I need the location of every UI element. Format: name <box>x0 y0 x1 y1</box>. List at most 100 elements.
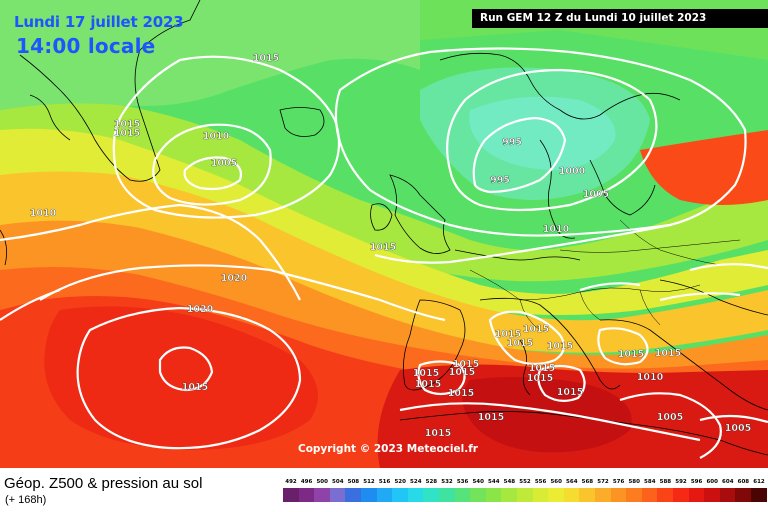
pressure-label: 1005 <box>657 412 683 423</box>
scale-label: 516 <box>378 479 391 485</box>
scale-label: 500 <box>316 479 328 485</box>
legend-forecast-hours: (+ 168h) <box>5 494 47 506</box>
pressure-label: 1015 <box>478 412 504 423</box>
pressure-label: 1015 <box>182 382 208 393</box>
scale-label: 548 <box>503 479 516 485</box>
color-scale: 492 496 500 504 508 512 516 520 524 528 532 536 540 5… <box>283 479 768 511</box>
pressure-label: 1015 <box>527 373 553 384</box>
field-band-yg <box>0 103 768 282</box>
scale-label: 604 <box>722 479 734 485</box>
scale-swatch <box>751 488 768 502</box>
forecast-date: Lundi 17 juillet 2023 <box>14 13 184 31</box>
scale-swatch <box>501 488 518 502</box>
scale-swatch <box>470 488 487 502</box>
pressure-label: 1020 <box>187 304 214 315</box>
scale-label: 564 <box>566 479 578 485</box>
scale-swatch <box>641 488 658 502</box>
scale-label: 588 <box>659 479 672 485</box>
pressure-label: 1015 <box>370 242 396 253</box>
pressure-label: 1010 <box>637 372 664 383</box>
scale-label: 608 <box>737 479 750 485</box>
pressure-label: 1015 <box>114 128 140 139</box>
model-run-banner: Run GEM 12 Z du Lundi 10 juillet 2023 <box>472 9 768 28</box>
pressure-label: 1015 <box>507 338 533 349</box>
pressure-label: 1010 <box>543 224 570 235</box>
scale-label: 536 <box>456 479 469 485</box>
scale-swatch <box>610 488 627 502</box>
scale-label: 492 <box>285 479 297 485</box>
field-band-green-nw <box>0 0 420 110</box>
scale-swatch <box>517 488 534 502</box>
scale-swatch <box>283 488 300 502</box>
scale-label: 592 <box>675 479 687 485</box>
scale-label: 560 <box>550 479 562 485</box>
pressure-label: 1015 <box>448 388 474 399</box>
scale-label: 572 <box>597 479 609 485</box>
pressure-label: 995 <box>502 137 522 148</box>
scale-swatch <box>704 488 721 502</box>
scale-swatch <box>719 488 736 502</box>
scale-label: 532 <box>441 479 453 485</box>
borders <box>469 219 741 331</box>
scale-label: 568 <box>581 479 594 485</box>
pressure-label: 1015 <box>655 348 681 359</box>
forecast-local-time: 14:00 locale <box>16 34 156 58</box>
pressure-label: 1010 <box>203 131 230 142</box>
scale-label: 576 <box>612 479 625 485</box>
scale-swatch <box>595 488 612 502</box>
pressure-label: 1015 <box>114 119 140 130</box>
scale-label: 524 <box>410 479 422 485</box>
scale-swatch <box>485 488 502 502</box>
pressure-label: 1015 <box>413 368 439 379</box>
pressure-label: 1005 <box>725 423 751 434</box>
copyright-notice: Copyright © 2023 Meteociel.fr <box>298 443 478 455</box>
pressure-label: 1015 <box>425 428 451 439</box>
scale-label: 612 <box>753 479 765 485</box>
legend-title: Géop. Z500 & pression au sol <box>4 475 203 492</box>
scale-swatch <box>329 488 346 502</box>
scale-label: 504 <box>332 479 344 485</box>
pressure-label: 1010 <box>30 208 57 219</box>
scale-swatch <box>361 488 378 502</box>
scale-label: 520 <box>394 479 406 485</box>
field-band-med-core <box>462 376 632 453</box>
scale-label: 540 <box>472 479 484 485</box>
scale-label: 512 <box>363 479 375 485</box>
scale-swatch <box>439 488 456 502</box>
scale-label: 556 <box>534 479 547 485</box>
scale-label: 496 <box>300 479 313 485</box>
scale-label: 580 <box>628 479 640 485</box>
field-band-552 <box>469 96 616 170</box>
scale-label: 584 <box>644 479 656 485</box>
scale-label: 528 <box>425 479 438 485</box>
field-band-ne-warm <box>640 130 768 205</box>
pressure-label: 1015 <box>529 363 555 374</box>
scale-swatch <box>673 488 690 502</box>
scale-swatch <box>626 488 643 502</box>
scale-label: 552 <box>519 479 531 485</box>
scale-swatch <box>579 488 596 502</box>
scale-label: 544 <box>488 479 500 485</box>
field-band-y <box>0 128 768 315</box>
pressure-label: 1015 <box>523 324 549 335</box>
pressure-label: 1005 <box>583 189 609 200</box>
scale-label: 508 <box>347 479 360 485</box>
scale-swatch <box>563 488 580 502</box>
scale-swatch <box>376 488 393 502</box>
scale-label: 596 <box>690 479 703 485</box>
pressure-label: 1015 <box>453 359 479 370</box>
pressure-label: 1020 <box>221 273 248 284</box>
scale-swatch <box>735 488 752 502</box>
scale-swatch <box>298 488 315 502</box>
scale-swatch <box>454 488 471 502</box>
pressure-label: 995 <box>490 175 510 186</box>
scale-swatch <box>423 488 440 502</box>
pressure-label: 1015 <box>557 387 583 398</box>
pressure-label: 1015 <box>253 53 279 64</box>
scale-swatch <box>688 488 705 502</box>
pressure-label: 1015 <box>547 341 573 352</box>
pressure-label: 1005 <box>211 158 237 169</box>
pressure-label: 1015 <box>449 367 475 378</box>
